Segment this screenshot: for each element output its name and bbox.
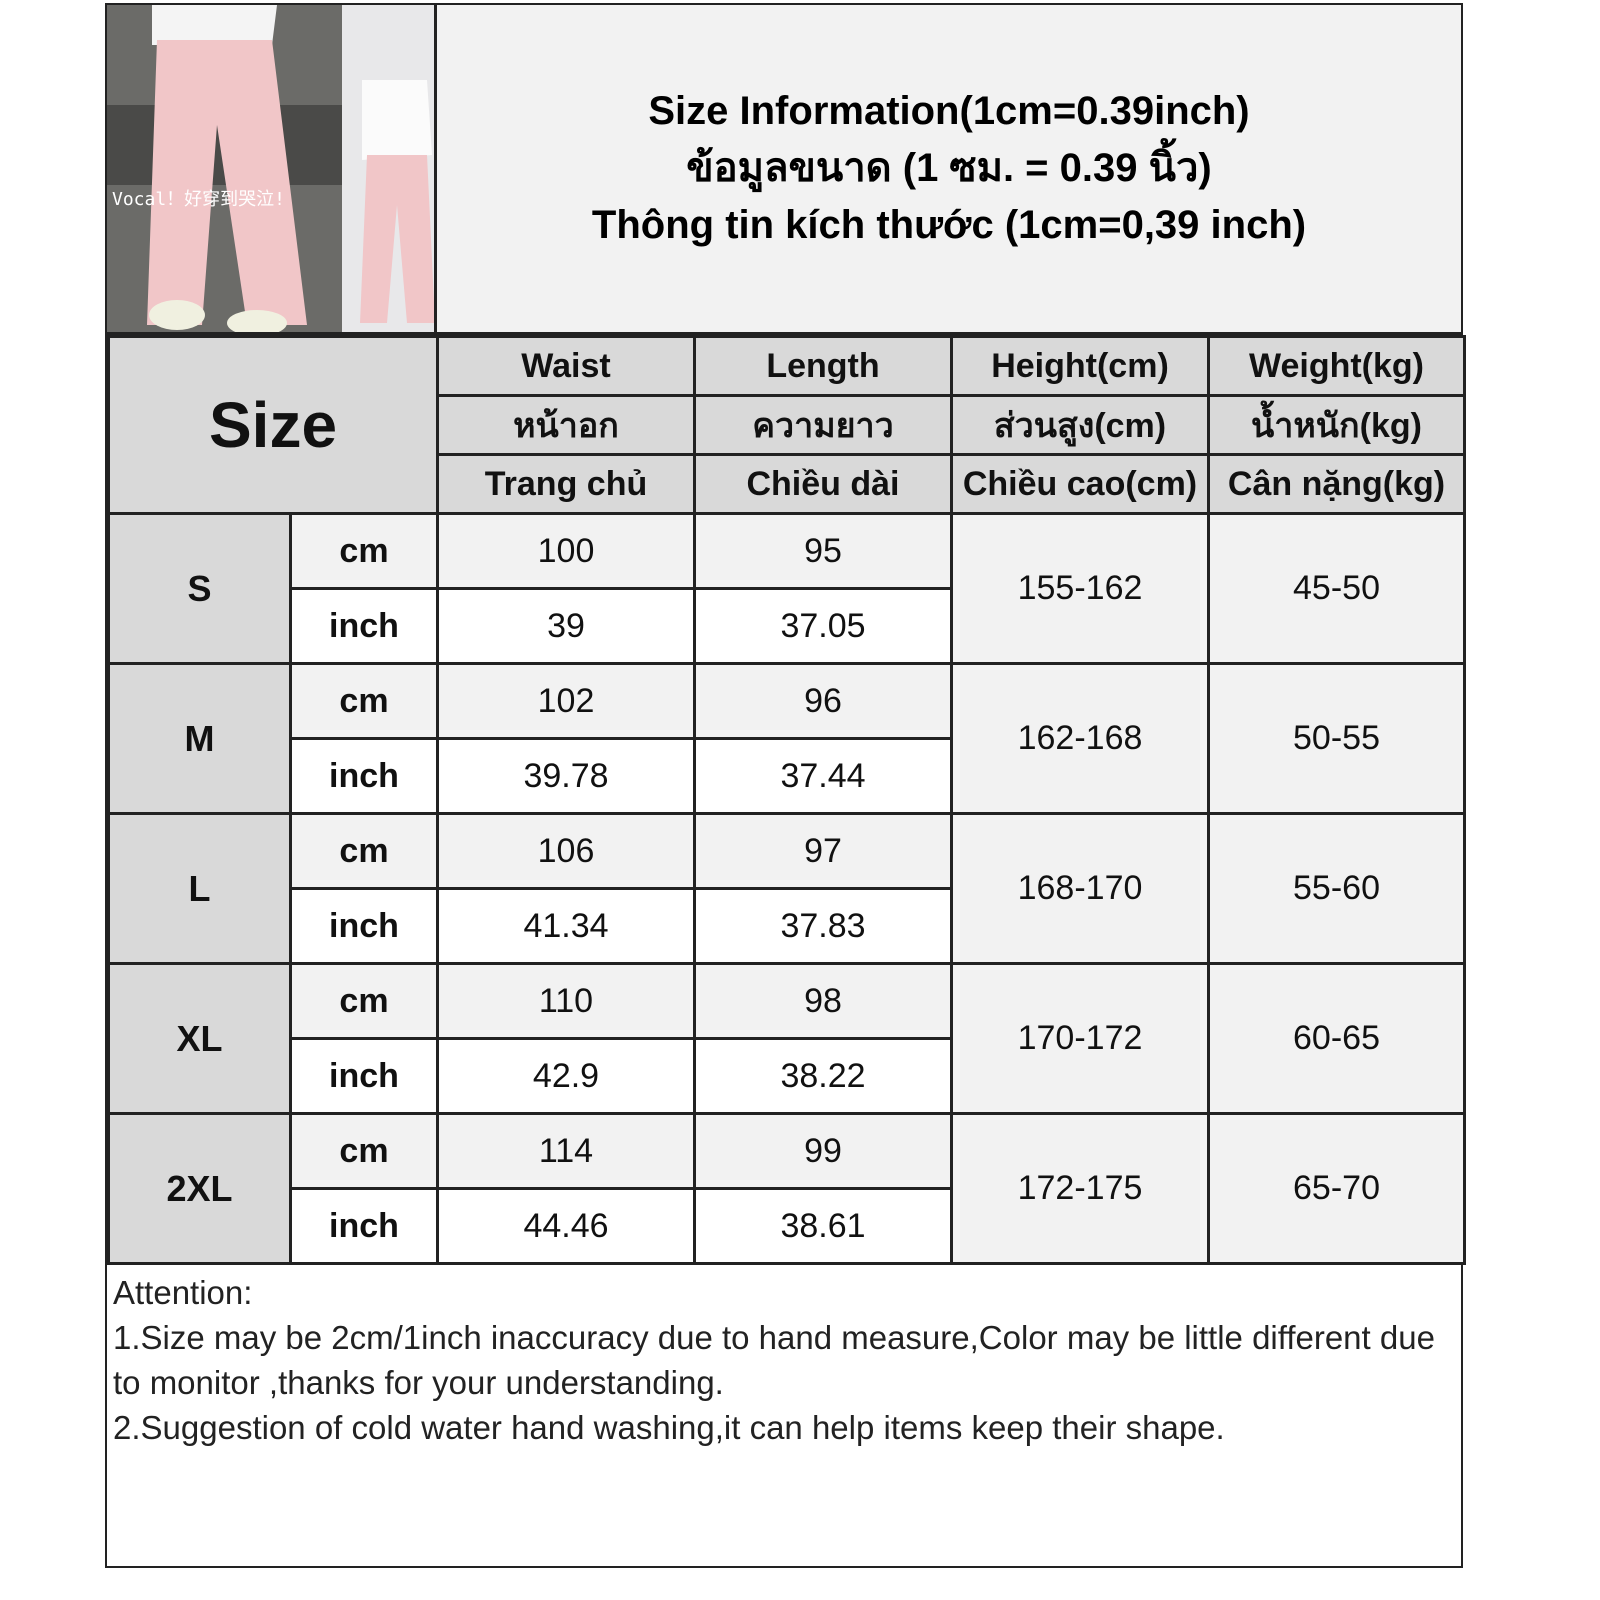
unit-cm: cm bbox=[289, 962, 439, 1040]
length-inch: 37.44 bbox=[693, 737, 953, 815]
weight-range: 60-65 bbox=[1207, 962, 1466, 1115]
length-cm: 97 bbox=[693, 812, 953, 890]
height-range: 170-172 bbox=[950, 962, 1210, 1115]
header-length-thai: ความยาว bbox=[693, 394, 953, 456]
unit-inch: inch bbox=[289, 1187, 439, 1265]
size-chart: Vocal！好穿到哭泣! Size Information(1cm=0.39in… bbox=[105, 3, 1466, 1568]
size-label: M bbox=[107, 662, 292, 815]
unit-cm: cm bbox=[289, 812, 439, 890]
length-inch: 38.61 bbox=[693, 1187, 953, 1265]
height-range: 168-170 bbox=[950, 812, 1210, 965]
header-waist-vietnamese: Trang chủ bbox=[436, 453, 696, 515]
header-length: Length bbox=[693, 335, 953, 397]
product-photo: Vocal！好穿到哭泣! bbox=[107, 5, 437, 335]
header-weight-vietnamese: Cân nặng(kg) bbox=[1207, 453, 1466, 515]
attention-note-1: 1.Size may be 2cm/1inch inaccuracy due t… bbox=[113, 1319, 1435, 1401]
unit-inch: inch bbox=[289, 1037, 439, 1115]
attention-notes: Attention: 1.Size may be 2cm/1inch inacc… bbox=[107, 1264, 1461, 1456]
header-height: Height(cm) bbox=[950, 335, 1210, 397]
waist-inch: 39.78 bbox=[436, 737, 696, 815]
header-height-thai: ส่วนสูง(cm) bbox=[950, 394, 1210, 456]
table-row-cm: 2XL cm 114 99 172-175 65-70 bbox=[107, 1112, 1466, 1265]
size-label: L bbox=[107, 812, 292, 965]
table-row-inch: inch 39.78 37.44 bbox=[109, 737, 1465, 815]
unit-cm: cm bbox=[289, 512, 439, 590]
height-range: 172-175 bbox=[950, 1112, 1210, 1265]
length-cm: 99 bbox=[693, 1112, 953, 1190]
weight-range: 65-70 bbox=[1207, 1112, 1466, 1265]
weight-range: 55-60 bbox=[1207, 812, 1466, 965]
weight-range: 50-55 bbox=[1207, 662, 1466, 815]
length-cm: 96 bbox=[693, 662, 953, 740]
waist-cm: 102 bbox=[436, 662, 696, 740]
waist-inch: 44.46 bbox=[436, 1187, 696, 1265]
unit-inch: inch bbox=[289, 587, 439, 665]
header-waist: Waist bbox=[436, 335, 696, 397]
unit-cm: cm bbox=[289, 662, 439, 740]
waist-cm: 106 bbox=[436, 812, 696, 890]
waist-cm: 110 bbox=[436, 962, 696, 1040]
size-information-title: Size Information(1cm=0.39inch) ข้อมูลขนา… bbox=[437, 5, 1461, 335]
height-range: 162-168 bbox=[950, 662, 1210, 815]
size-table: Size Waist Length Height(cm) Weight(kg) … bbox=[107, 335, 1466, 1265]
waist-cm: 114 bbox=[436, 1112, 696, 1190]
weight-range: 45-50 bbox=[1207, 512, 1466, 665]
length-inch: 38.22 bbox=[693, 1037, 953, 1115]
size-label: XL bbox=[107, 962, 292, 1115]
title-vietnamese: Thông tin kích thước (1cm=0,39 inch) bbox=[591, 203, 1307, 247]
unit-inch: inch bbox=[289, 887, 439, 965]
waist-inch: 41.34 bbox=[436, 887, 696, 965]
length-cm: 98 bbox=[693, 962, 953, 1040]
unit-inch: inch bbox=[289, 737, 439, 815]
height-range: 155-162 bbox=[950, 512, 1210, 665]
pink-pants-image: Vocal！好穿到哭泣! bbox=[107, 5, 434, 332]
photo-caption: Vocal！好穿到哭泣! bbox=[112, 189, 285, 210]
size-label: S bbox=[107, 512, 292, 665]
waist-inch: 42.9 bbox=[436, 1037, 696, 1115]
header-length-vietnamese: Chiều dài bbox=[693, 453, 953, 515]
attention-note-2: 2.Suggestion of cold water hand washing,… bbox=[113, 1409, 1225, 1446]
table-row-inch: inch 41.34 37.83 bbox=[109, 887, 1465, 965]
table-row-inch: inch 44.46 38.61 bbox=[109, 1187, 1465, 1265]
title-english: Size Information(1cm=0.39inch) bbox=[648, 89, 1250, 133]
header-waist-thai: หน้าอก bbox=[436, 394, 696, 456]
header-weight: Weight(kg) bbox=[1207, 335, 1466, 397]
attention-heading: Attention: bbox=[113, 1274, 253, 1311]
table-row-cm: XL cm 110 98 170-172 60-65 bbox=[107, 962, 1466, 1115]
length-inch: 37.05 bbox=[693, 587, 953, 665]
size-label: 2XL bbox=[107, 1112, 292, 1265]
title-thai: ข้อมูลขนาด (1 ซม. = 0.39 นิ้ว) bbox=[686, 146, 1212, 190]
waist-cm: 100 bbox=[436, 512, 696, 590]
header-height-vietnamese: Chiều cao(cm) bbox=[950, 453, 1210, 515]
header-weight-thai: น้ำหนัก(kg) bbox=[1207, 394, 1466, 456]
length-cm: 95 bbox=[693, 512, 953, 590]
table-row-inch: inch 39 37.05 bbox=[109, 587, 1465, 665]
length-inch: 37.83 bbox=[693, 887, 953, 965]
size-header: Size bbox=[107, 335, 439, 515]
unit-cm: cm bbox=[289, 1112, 439, 1190]
waist-inch: 39 bbox=[436, 587, 696, 665]
table-row-inch: inch 42.9 38.22 bbox=[109, 1037, 1465, 1115]
